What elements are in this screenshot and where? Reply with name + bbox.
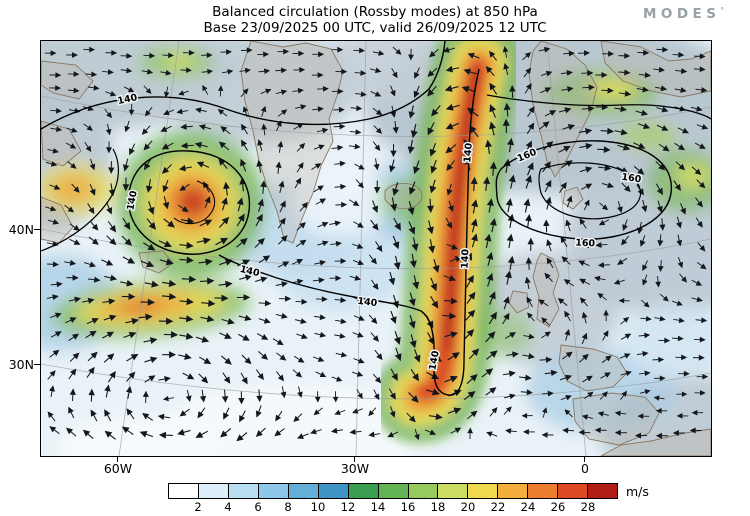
colorbar-segment xyxy=(587,484,618,498)
contour-label-140: 140 xyxy=(357,296,378,309)
colorbar-tick-label: 8 xyxy=(284,500,292,514)
lat-tick-40n xyxy=(34,229,40,231)
colorbar-segments xyxy=(168,483,618,499)
colorbar-unit: m/s xyxy=(626,484,649,499)
iberia-landmass xyxy=(572,392,660,446)
meridian-30w xyxy=(355,41,367,456)
colorbar-segment xyxy=(257,484,288,498)
jet-band-shading xyxy=(372,41,525,444)
contour-140 xyxy=(41,41,446,130)
contour-label-140: 140 xyxy=(459,248,471,269)
colorbar-tick-label: 22 xyxy=(490,500,506,514)
contour-label-160: 160 xyxy=(575,237,596,249)
lon-tick-0 xyxy=(584,456,586,462)
colorbar-segment xyxy=(467,484,498,498)
contour-label-160: 160 xyxy=(621,172,643,186)
lon-tick-30w xyxy=(354,456,356,462)
colorbar-segment xyxy=(317,484,348,498)
colorbar-segment xyxy=(347,484,378,498)
colorbar: 2 4 6 8 10 12 14 16 18 20 22 24 26 28 m/s xyxy=(168,483,728,516)
lon-tick-60w xyxy=(117,456,119,462)
contour-160-inner-loop xyxy=(538,162,642,220)
colorbar-segment xyxy=(437,484,468,498)
contour-vortex-inner xyxy=(173,180,215,225)
colorbar-tick-label: 2 xyxy=(194,500,202,514)
denmark-landmass xyxy=(562,186,584,210)
map-area: 140 140 140 140 140 140 140 160 160 160 xyxy=(40,40,712,457)
colorbar-segment xyxy=(497,484,528,498)
contour-label-140: 140 xyxy=(427,349,441,371)
lat-label-40n: 40N xyxy=(8,222,34,237)
contour-layer xyxy=(41,41,711,396)
colorbar-segment xyxy=(227,484,258,498)
lon-label-0: 0 xyxy=(581,461,589,476)
colorbar-tick-label: 18 xyxy=(430,500,446,514)
colorbar-tick-label: 4 xyxy=(224,500,232,514)
contour-140-north xyxy=(486,94,711,120)
modes-logo-text: MODES xyxy=(642,6,721,22)
canada-coast xyxy=(41,60,94,100)
colorbar-tick-label: 20 xyxy=(460,500,476,514)
lat-label-30n: 30N xyxy=(8,357,34,372)
iceland-landmass xyxy=(384,183,423,210)
colorbar-segment xyxy=(527,484,558,498)
colorbar-segment xyxy=(407,484,438,498)
chart-subtitle: Base 23/09/2025 00 UTC, valid 26/09/2025… xyxy=(203,20,547,36)
modes-logo: MODES° xyxy=(643,6,724,22)
colorbar-tick-label: 26 xyxy=(550,500,566,514)
contour-label-140: 140 xyxy=(125,189,139,211)
lat-tick-30n xyxy=(34,364,40,366)
colorbar-tick-label: 10 xyxy=(310,500,326,514)
modes-logo-mark: ° xyxy=(720,6,725,15)
colorbar-tick-label: 28 xyxy=(580,500,596,514)
colorbar-segment xyxy=(287,484,318,498)
contour-label-140: 140 xyxy=(462,142,475,163)
colorbar-segment xyxy=(557,484,588,498)
meridian-0 xyxy=(546,41,587,456)
britain-landmass xyxy=(532,252,560,328)
parallel-40n xyxy=(41,228,711,270)
contour-140-vortex-loop xyxy=(127,150,251,255)
parallel-30n xyxy=(41,363,711,400)
lon-label-30w: 30W xyxy=(340,461,370,476)
canada-coast xyxy=(41,120,82,167)
colorbar-tick-label: 6 xyxy=(254,500,262,514)
colorbar-tick-label: 24 xyxy=(520,500,536,514)
contour-left-edge xyxy=(41,148,119,252)
colorbar-segment xyxy=(377,484,408,498)
lon-label-60w: 60W xyxy=(103,461,133,476)
ireland-landmass xyxy=(508,290,530,314)
north-africa-coast xyxy=(600,428,711,456)
colorbar-tick-label: 14 xyxy=(370,500,386,514)
colorbar-tick-label: 16 xyxy=(400,500,416,514)
colorbar-ticks: 2 4 6 8 10 12 14 16 18 20 22 24 26 28 xyxy=(168,499,618,514)
colorbar-segment xyxy=(197,484,228,498)
contour-160-outer-loop xyxy=(495,140,672,240)
colorbar-tick-label: 12 xyxy=(340,500,356,514)
scandinavia-landmass xyxy=(528,41,598,178)
chart-title: Balanced circulation (Rossby modes) at 8… xyxy=(212,4,538,20)
parallel-50n xyxy=(41,95,711,137)
colorbar-segment xyxy=(169,484,198,498)
contour-140-jet-hairpin xyxy=(218,68,480,396)
